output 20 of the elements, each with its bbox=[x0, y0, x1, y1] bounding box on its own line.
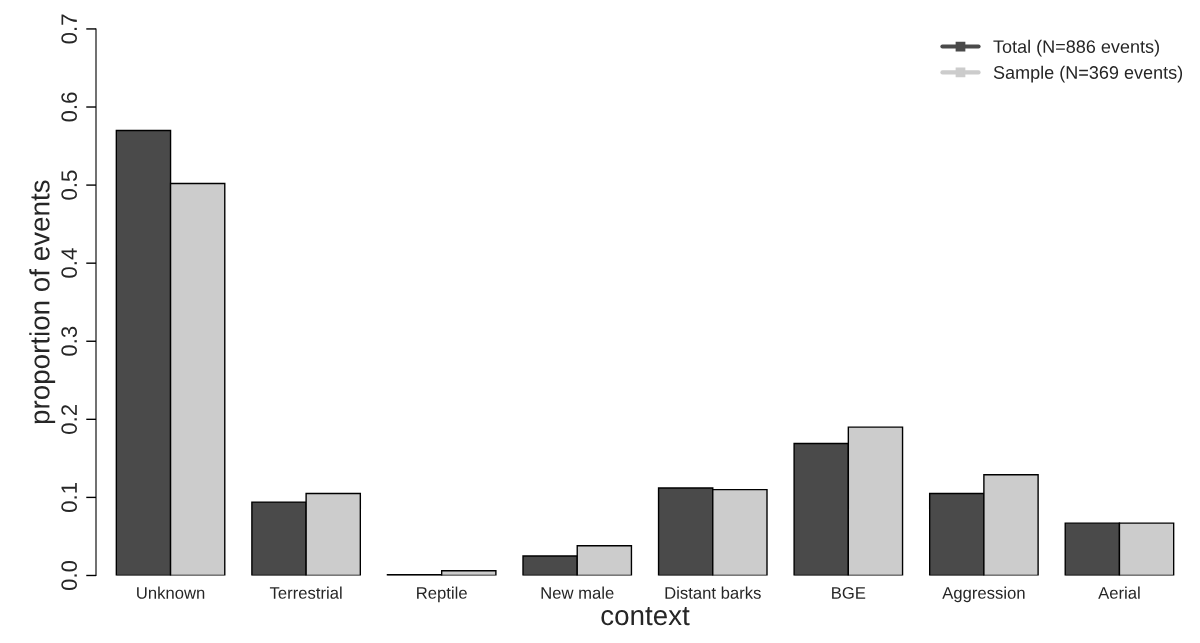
x-tick-label: BGE bbox=[832, 587, 866, 599]
y-tick-label: 0.2 bbox=[61, 405, 78, 434]
y-tick-label: 0.3 bbox=[61, 326, 78, 356]
x-tick-label: Unknown bbox=[137, 586, 205, 599]
legend-label: Sample (N=369 events) bbox=[993, 65, 1183, 83]
y-tick-label: 0.4 bbox=[61, 248, 78, 278]
x-axis-title: context bbox=[601, 607, 690, 626]
x-tick-label: Aerial bbox=[1098, 586, 1140, 599]
y-tick-label: 0.1 bbox=[61, 483, 78, 512]
legend-label: Total (N=886 events) bbox=[993, 39, 1159, 57]
x-tick-label: Distant barks bbox=[665, 586, 761, 599]
y-tick-label: 0.5 bbox=[61, 170, 78, 200]
y-axis-title: proportion of events bbox=[29, 180, 56, 424]
x-tick-label: Terrestrial bbox=[269, 586, 342, 599]
y-tick-label: 0.7 bbox=[61, 14, 78, 44]
x-tick-label: Reptile bbox=[417, 586, 467, 603]
y-tick-label: 0.6 bbox=[61, 92, 78, 122]
x-tick-label: Aggression bbox=[942, 586, 1025, 603]
y-tick-label: 0.0 bbox=[61, 560, 78, 591]
x-tick-label: New male bbox=[541, 586, 614, 599]
